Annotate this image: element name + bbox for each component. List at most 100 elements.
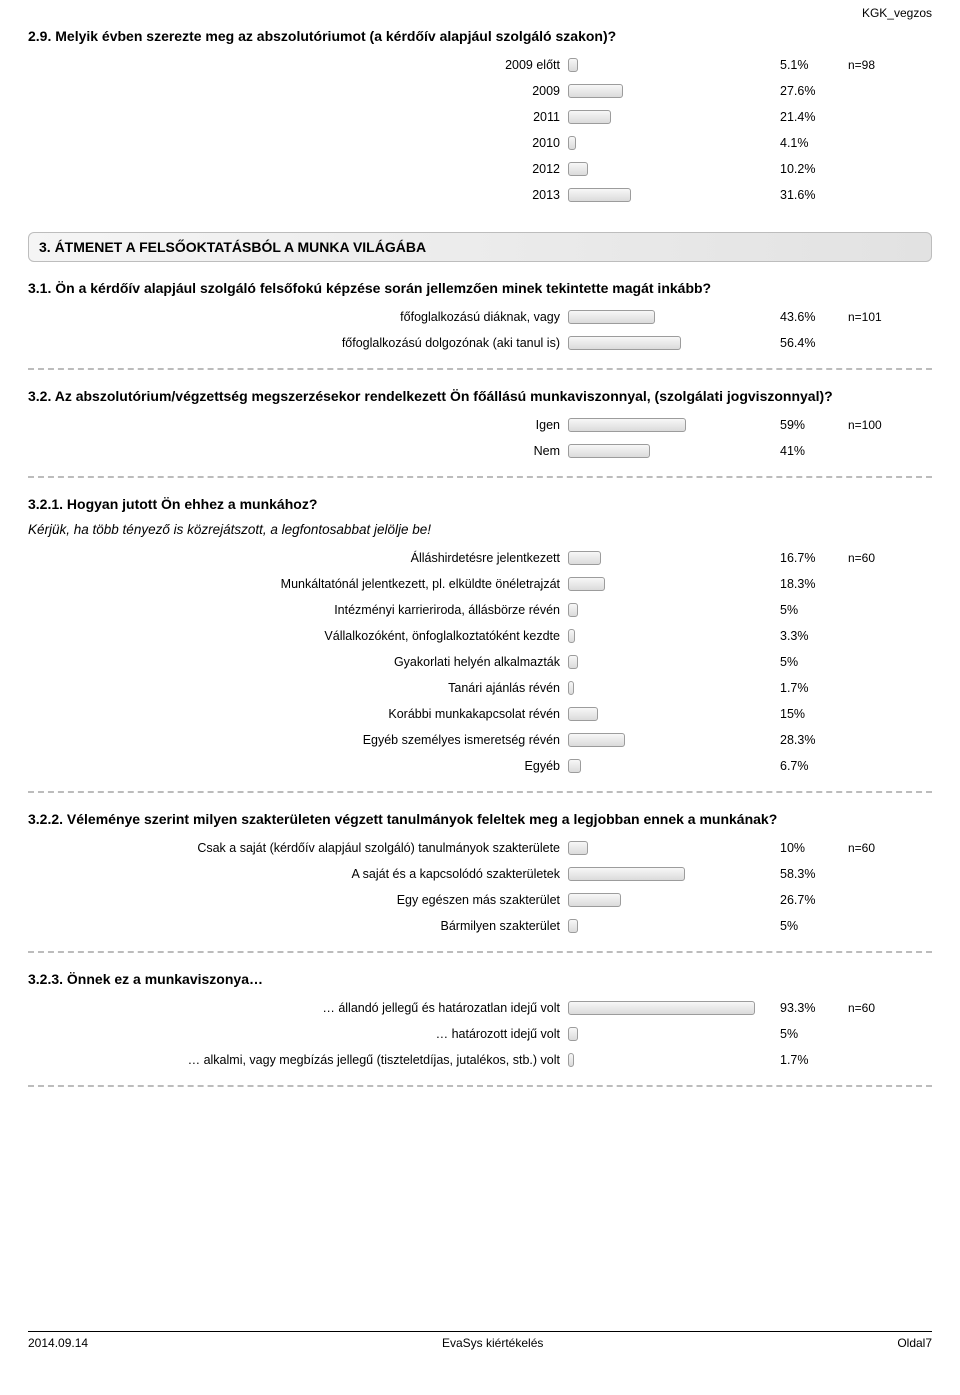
bar-cell [568,84,768,98]
bar-cell [568,1027,768,1041]
bar-fill [568,310,655,324]
pct-label: 28.3% [768,733,848,747]
row-label: Gyakorlati helyén alkalmazták [28,655,568,669]
row-label: Egyéb [28,759,568,773]
bar-row: 201331.6% [28,184,932,206]
row-label: 2013 [28,188,568,202]
divider [28,791,932,793]
bar-fill [568,681,574,695]
bar-fill [568,733,625,747]
n-label: n=60 [848,841,908,855]
bar-row: 201121.4% [28,106,932,128]
bar-cell [568,1053,768,1067]
bar-cell [568,58,768,72]
bar-fill [568,136,576,150]
bar-row: 20104.1% [28,132,932,154]
n-label: n=98 [848,58,908,72]
n-label: n=100 [848,418,908,432]
row-label: Nem [28,444,568,458]
bar-fill [568,759,581,773]
divider [28,951,932,953]
bar-row: Nem 41% [28,440,932,462]
pct-label: 41% [768,444,848,458]
pct-label: 27.6% [768,84,848,98]
q-title: 3.1. Ön a kérdőív alapjául szolgáló fels… [28,280,932,296]
pct-label: 1.7% [768,681,848,695]
bar-cell [568,759,768,773]
pct-label: 93.3% [768,1001,848,1015]
bar-row: főfoglalkozású dolgozónak (aki tanul is)… [28,332,932,354]
row-label: Csak a saját (kérdőív alapjául szolgáló)… [28,841,568,855]
bar-row: Gyakorlati helyén alkalmazták 5% [28,651,932,673]
bar-row: Korábbi munkakapcsolat révén15% [28,703,932,725]
bar-row: Tanári ajánlás révén 1.7% [28,677,932,699]
pct-label: 1.7% [768,1053,848,1067]
bar-cell [568,110,768,124]
bar-cell [568,1001,768,1015]
bar-fill [568,707,598,721]
bar-fill [568,188,631,202]
row-label: … alkalmi, vagy megbízás jellegű (tiszte… [28,1053,568,1067]
row-label: Egy egészen más szakterület [28,893,568,907]
pct-label: 43.6% [768,310,848,324]
bar-fill [568,655,578,669]
row-label: … határozott idejű volt [28,1027,568,1041]
n-label: n=101 [848,310,908,324]
bar-cell [568,162,768,176]
page-footer: 2014.09.14 EvaSys kiértékelés Oldal7 [28,1331,932,1350]
bar-row: Csak a saját (kérdőív alapjául szolgáló)… [28,837,932,859]
row-label: A saját és a kapcsolódó szakterületek [28,867,568,881]
bar-cell [568,655,768,669]
bar-row: 200927.6% [28,80,932,102]
question-3-2-2: 3.2.2. Véleménye szerint milyen szakterü… [28,811,932,937]
pct-label: 15% [768,707,848,721]
pct-label: 59% [768,418,848,432]
pct-label: 18.3% [768,577,848,591]
pct-label: 16.7% [768,551,848,565]
bar-cell [568,188,768,202]
bar-cell [568,551,768,565]
question-2-9: 2.9. Melyik évben szerezte meg az abszol… [28,28,932,206]
header-code: KGK_vegzos [862,6,932,20]
bar-cell [568,418,768,432]
pct-label: 5% [768,1027,848,1041]
row-label: Igen [28,418,568,432]
q-title: 3.2. Az abszolutórium/végzettség megszer… [28,388,932,404]
divider [28,1085,932,1087]
row-label: Munkáltatónál jelentkezett, pl. elküldte… [28,577,568,591]
bar-fill [568,841,588,855]
q-title: 2.9. Melyik évben szerezte meg az abszol… [28,28,932,44]
bar-row: … állandó jellegű és határozatlan idejű … [28,997,932,1019]
bar-cell [568,893,768,907]
bar-row: Egy egészen más szakterület26.7% [28,889,932,911]
pct-label: 4.1% [768,136,848,150]
bar-cell [568,577,768,591]
row-label: Álláshirdetésre jelentkezett [28,551,568,565]
bar-fill [568,893,621,907]
q-title: 3.2.2. Véleménye szerint milyen szakterü… [28,811,932,827]
row-label: … állandó jellegű és határozatlan idejű … [28,1001,568,1015]
pct-label: 10% [768,841,848,855]
bar-row: 2009 előtt 5.1%n=98 [28,54,932,76]
n-label: n=60 [848,1001,908,1015]
bar-cell [568,707,768,721]
bar-fill [568,336,681,350]
row-label: 2009 előtt [28,58,568,72]
bar-row: főfoglalkozású diáknak, vagy43.6%n=101 [28,306,932,328]
pct-label: 3.3% [768,629,848,643]
bar-fill [568,1001,755,1015]
bar-fill [568,162,588,176]
pct-label: 5% [768,655,848,669]
row-label: Tanári ajánlás révén [28,681,568,695]
pct-label: 5.1% [768,58,848,72]
footer-date: 2014.09.14 [28,1336,88,1350]
bar-row: Intézményi karrieriroda, állásbörze révé… [28,599,932,621]
bar-row: Vállalkozóként, önfoglalkoztatóként kezd… [28,625,932,647]
question-3-2-1: 3.2.1. Hogyan jutott Ön ehhez a munkához… [28,496,932,777]
bar-cell [568,310,768,324]
bar-row: Bármilyen szakterület5% [28,915,932,937]
pct-label: 5% [768,919,848,933]
n-label: n=60 [848,551,908,565]
bar-row: Álláshirdetésre jelentkezett 16.7%n=60 [28,547,932,569]
bar-fill [568,629,575,643]
